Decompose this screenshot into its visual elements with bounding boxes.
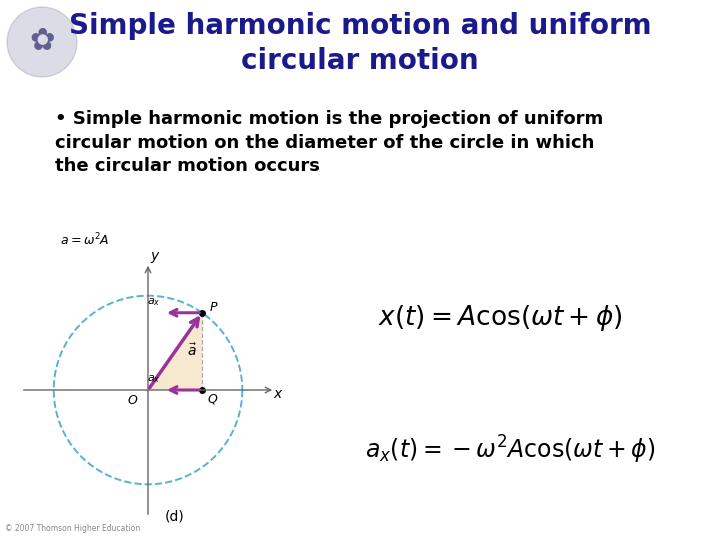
Text: P: P — [210, 301, 217, 314]
Text: $a_x$: $a_x$ — [147, 296, 160, 308]
Text: $a = \omega^2 A$: $a = \omega^2 A$ — [60, 232, 109, 248]
Text: x: x — [274, 387, 282, 401]
Text: $x(t) = A\cos(\omega t + \phi)$: $x(t) = A\cos(\omega t + \phi)$ — [378, 303, 622, 333]
Text: $a_x(t) = -\omega^2 A\cos(\omega t + \phi)$: $a_x(t) = -\omega^2 A\cos(\omega t + \ph… — [364, 434, 655, 466]
Text: y: y — [150, 249, 158, 264]
Text: O: O — [127, 394, 137, 407]
Text: $a_x$: $a_x$ — [147, 373, 160, 385]
Text: © 2007 Thomson Higher Education: © 2007 Thomson Higher Education — [5, 524, 140, 533]
Text: Q: Q — [207, 393, 217, 406]
Polygon shape — [148, 313, 202, 390]
Text: • Simple harmonic motion is the projection of uniform
circular motion on the dia: • Simple harmonic motion is the projecti… — [55, 110, 603, 175]
Text: ✿: ✿ — [30, 28, 55, 57]
Circle shape — [7, 7, 77, 77]
Text: Simple harmonic motion and uniform
circular motion: Simple harmonic motion and uniform circu… — [68, 12, 652, 75]
Text: (d): (d) — [165, 510, 185, 524]
Text: $\vec{a}$: $\vec{a}$ — [187, 343, 197, 360]
